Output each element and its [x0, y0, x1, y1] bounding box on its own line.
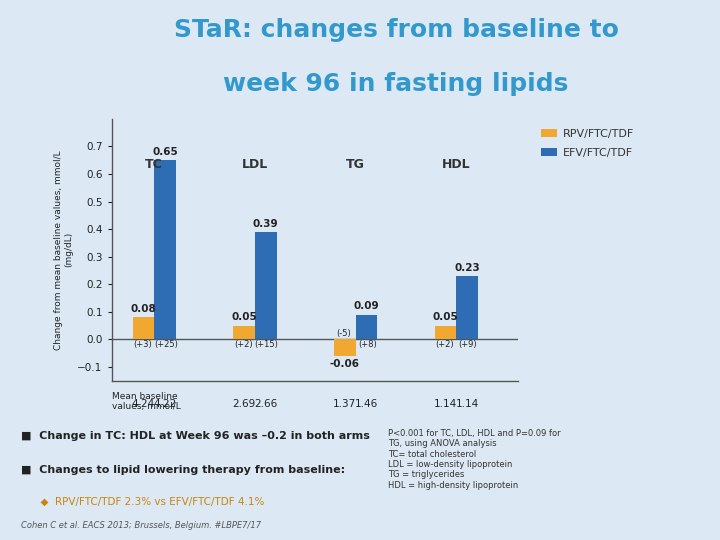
- Text: (+2): (+2): [436, 340, 454, 349]
- Bar: [233, 326, 255, 339]
- Bar: [154, 160, 176, 339]
- Bar: [456, 276, 478, 339]
- Bar: [356, 314, 377, 339]
- Text: 0.09: 0.09: [354, 301, 379, 311]
- Bar: [435, 326, 456, 339]
- Bar: [334, 339, 356, 356]
- Text: ■  Change in TC: HDL at Week 96 was –0.2 in both arms: ■ Change in TC: HDL at Week 96 was –0.2 …: [22, 431, 370, 441]
- Text: 0.05: 0.05: [433, 312, 459, 322]
- Text: TC: TC: [145, 158, 163, 171]
- Legend: RPV/FTC/TDF, EFV/FTC/TDF: RPV/FTC/TDF, EFV/FTC/TDF: [536, 124, 639, 162]
- Text: TG: TG: [346, 158, 365, 171]
- Text: 0.05: 0.05: [231, 312, 257, 322]
- Text: 0.65: 0.65: [152, 147, 178, 157]
- Text: ◆  RPV/FTC/TDF 2.3% vs EFV/FTC/TDF 4.1%: ◆ RPV/FTC/TDF 2.3% vs EFV/FTC/TDF 4.1%: [22, 497, 265, 507]
- Text: -0.06: -0.06: [330, 359, 360, 369]
- Bar: [132, 318, 154, 339]
- Y-axis label: Change from mean baseline values, mmol/L
(mg/dL): Change from mean baseline values, mmol/L…: [54, 150, 73, 349]
- Text: (+25): (+25): [154, 340, 178, 349]
- Text: 1.37: 1.37: [333, 399, 356, 409]
- Text: 1.14: 1.14: [456, 399, 479, 409]
- Text: Cohen C et al. EACS 2013; Brussels, Belgium. #LBPE7/17: Cohen C et al. EACS 2013; Brussels, Belg…: [22, 521, 261, 530]
- Bar: [255, 232, 276, 339]
- Text: 4.24: 4.24: [132, 399, 155, 409]
- Text: (+15): (+15): [255, 340, 279, 349]
- Text: (-5): (-5): [337, 329, 351, 338]
- Text: 0.08: 0.08: [130, 304, 156, 314]
- Text: 4.22: 4.22: [153, 399, 176, 409]
- Text: 1.46: 1.46: [355, 399, 378, 409]
- Text: STaR: changes from baseline to: STaR: changes from baseline to: [174, 18, 618, 42]
- Text: P<0.001 for TC, LDL, HDL and P=0.09 for
TG, using ANOVA analysis
TC= total chole: P<0.001 for TC, LDL, HDL and P=0.09 for …: [387, 429, 560, 490]
- Text: week 96 in fasting lipids: week 96 in fasting lipids: [223, 72, 569, 96]
- Text: ■  Changes to lipid lowering therapy from baseline:: ■ Changes to lipid lowering therapy from…: [22, 465, 346, 476]
- Text: 0.23: 0.23: [454, 262, 480, 273]
- Text: Mean baseline
values, mmol/L: Mean baseline values, mmol/L: [112, 392, 180, 411]
- Text: HDL: HDL: [442, 158, 471, 171]
- Text: 2.69: 2.69: [233, 399, 256, 409]
- Text: (+2): (+2): [234, 340, 253, 349]
- Text: 2.66: 2.66: [254, 399, 277, 409]
- Text: (+9): (+9): [459, 340, 477, 349]
- Text: 1.14: 1.14: [434, 399, 457, 409]
- Text: (+8): (+8): [358, 340, 377, 349]
- Text: LDL: LDL: [242, 158, 268, 171]
- Text: (+3): (+3): [133, 340, 152, 349]
- Text: 0.39: 0.39: [253, 219, 279, 228]
